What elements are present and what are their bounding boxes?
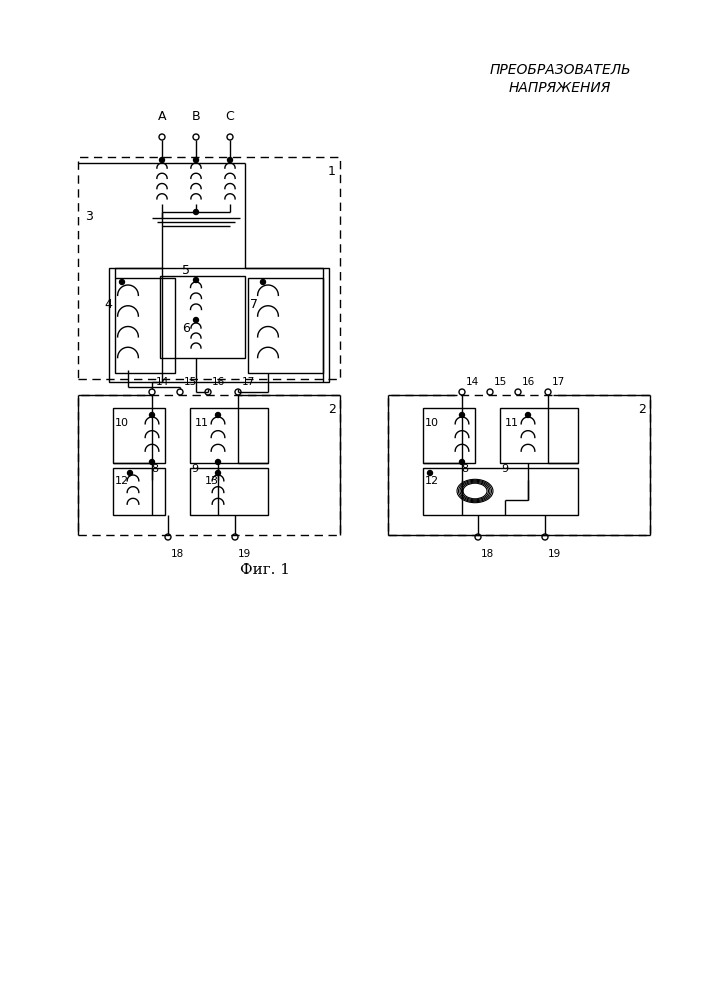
- Circle shape: [216, 471, 221, 476]
- Text: B: B: [192, 110, 200, 123]
- Circle shape: [149, 412, 155, 418]
- Text: 2: 2: [328, 403, 336, 416]
- Text: 11: 11: [505, 418, 519, 428]
- Circle shape: [460, 460, 464, 464]
- Text: 14: 14: [466, 377, 479, 387]
- Circle shape: [216, 460, 221, 464]
- Text: C: C: [226, 110, 235, 123]
- Bar: [500, 408, 578, 463]
- Text: 13: 13: [205, 476, 219, 486]
- Text: 16: 16: [212, 377, 226, 387]
- Text: 18: 18: [171, 549, 185, 559]
- Text: 18: 18: [481, 549, 494, 559]
- Circle shape: [149, 460, 155, 464]
- Bar: [388, 395, 650, 535]
- Text: ПРЕОБРАЗОВАТЕЛЬ: ПРЕОБРАЗОВАТЕЛЬ: [489, 63, 631, 77]
- Circle shape: [194, 157, 199, 162]
- Bar: [78, 395, 340, 535]
- Circle shape: [160, 157, 165, 162]
- Bar: [248, 278, 323, 373]
- Text: 15: 15: [184, 377, 197, 387]
- Text: 11: 11: [195, 418, 209, 428]
- Text: 9: 9: [192, 464, 199, 474]
- Bar: [115, 278, 175, 373]
- Text: 12: 12: [425, 476, 439, 486]
- Text: Фиг. 1: Фиг. 1: [240, 563, 290, 577]
- Text: 9: 9: [501, 464, 508, 474]
- Bar: [190, 408, 268, 463]
- Text: 15: 15: [494, 377, 507, 387]
- Text: 8: 8: [151, 464, 158, 474]
- Circle shape: [127, 471, 132, 476]
- Text: 17: 17: [242, 377, 255, 387]
- Circle shape: [228, 157, 233, 162]
- Circle shape: [119, 279, 124, 284]
- Text: 8: 8: [462, 464, 469, 474]
- Text: 16: 16: [522, 377, 535, 387]
- Bar: [423, 408, 475, 463]
- Text: 10: 10: [425, 418, 439, 428]
- Text: НАПРЯЖЕНИЯ: НАПРЯЖЕНИЯ: [509, 81, 611, 95]
- Text: 14: 14: [156, 377, 169, 387]
- Bar: [190, 468, 268, 515]
- Circle shape: [260, 279, 266, 284]
- Bar: [113, 408, 165, 463]
- Text: 10: 10: [115, 418, 129, 428]
- Text: 6: 6: [182, 322, 190, 335]
- Bar: [113, 468, 165, 515]
- Bar: [109, 268, 329, 382]
- Circle shape: [216, 412, 221, 418]
- Text: 19: 19: [548, 549, 561, 559]
- Text: 12: 12: [115, 476, 129, 486]
- Circle shape: [428, 471, 433, 476]
- Bar: [160, 276, 245, 358]
- Circle shape: [194, 318, 199, 322]
- Circle shape: [525, 412, 530, 418]
- Text: 2: 2: [638, 403, 646, 416]
- Bar: [423, 468, 578, 515]
- Circle shape: [460, 412, 464, 418]
- Text: 1: 1: [328, 165, 336, 178]
- Text: 7: 7: [250, 298, 258, 312]
- Text: 4: 4: [104, 298, 112, 312]
- Text: 17: 17: [552, 377, 566, 387]
- Bar: [78, 157, 340, 379]
- Text: A: A: [158, 110, 166, 123]
- Text: 5: 5: [182, 264, 190, 277]
- Text: 19: 19: [238, 549, 251, 559]
- Text: 3: 3: [85, 211, 93, 224]
- Circle shape: [194, 277, 199, 282]
- Circle shape: [194, 210, 199, 215]
